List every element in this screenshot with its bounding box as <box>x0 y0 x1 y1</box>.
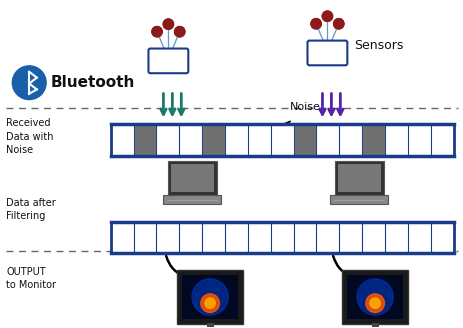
Bar <box>362 124 384 156</box>
Circle shape <box>174 27 185 37</box>
Text: Data after
Filtering: Data after Filtering <box>6 198 56 221</box>
FancyBboxPatch shape <box>341 270 407 324</box>
Bar <box>206 323 213 328</box>
Bar <box>163 195 221 204</box>
Circle shape <box>310 19 320 29</box>
FancyBboxPatch shape <box>307 41 347 65</box>
Circle shape <box>369 298 380 308</box>
Circle shape <box>333 19 343 29</box>
Bar <box>167 161 216 195</box>
Circle shape <box>321 11 332 21</box>
Text: Noise: Noise <box>289 102 320 113</box>
FancyBboxPatch shape <box>148 49 188 73</box>
Text: Received
Data with
Noise: Received Data with Noise <box>6 118 54 155</box>
Bar <box>170 164 213 192</box>
Circle shape <box>192 279 228 315</box>
Bar <box>346 275 402 319</box>
Bar <box>337 164 380 192</box>
Bar <box>293 124 316 156</box>
Circle shape <box>200 294 219 313</box>
Circle shape <box>365 294 384 313</box>
Text: OUTPUT
to Monitor: OUTPUT to Monitor <box>6 267 56 290</box>
Circle shape <box>151 27 162 37</box>
Circle shape <box>13 66 46 100</box>
Circle shape <box>356 279 393 315</box>
Bar <box>202 124 225 156</box>
FancyBboxPatch shape <box>176 270 243 324</box>
Bar <box>181 275 238 319</box>
Text: Bluetooth: Bluetooth <box>51 75 135 90</box>
Bar <box>371 323 378 328</box>
Text: TM: TM <box>168 66 178 72</box>
Circle shape <box>163 19 173 29</box>
Text: Sensors: Sensors <box>353 39 403 52</box>
Bar <box>111 221 453 253</box>
Bar <box>133 124 156 156</box>
Bar <box>330 195 388 204</box>
Bar <box>111 124 453 156</box>
Bar <box>334 161 383 195</box>
Circle shape <box>205 298 215 308</box>
